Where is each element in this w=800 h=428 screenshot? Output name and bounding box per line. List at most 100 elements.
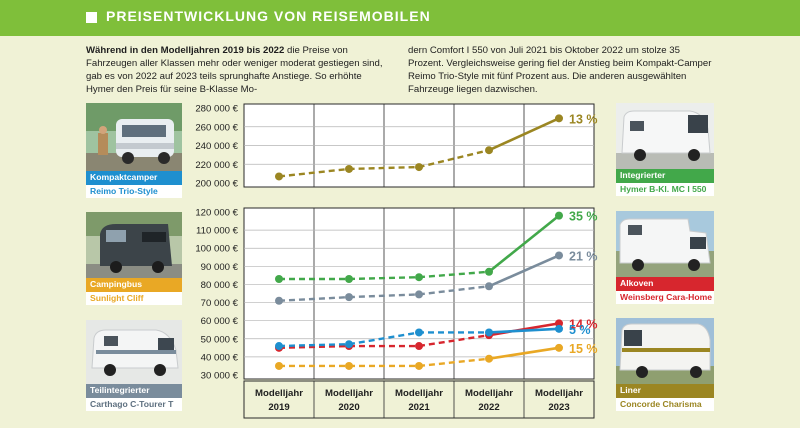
series-line-solid <box>488 346 560 360</box>
x-tick-year: 2022 <box>478 402 499 413</box>
x-tick-year: 2020 <box>338 402 359 413</box>
label-category: Alkoven <box>616 277 714 291</box>
data-point <box>345 275 353 284</box>
data-point <box>275 342 283 351</box>
data-point <box>275 172 283 181</box>
data-point <box>345 293 353 302</box>
series-line-solid <box>488 214 560 273</box>
data-point <box>275 275 283 284</box>
x-tick-label: Modelljahr <box>465 388 513 399</box>
photo-carthago-c-tourer <box>86 320 182 384</box>
y-tick-label: 240 000 € <box>195 141 238 152</box>
label-category: Teilintegrierter <box>86 384 182 398</box>
x-tick-year: 2023 <box>548 402 569 413</box>
photo-weinsberg-cara-home <box>616 211 714 277</box>
label-model: Carthago C-Tourer T <box>86 398 182 411</box>
y-tick-label: 120 000 € <box>195 208 238 219</box>
x-tick-label: Modelljahr <box>325 388 373 399</box>
data-point <box>415 273 423 282</box>
y-tick-label: 110 000 € <box>196 226 239 237</box>
label-category: Liner <box>616 384 714 398</box>
data-point <box>345 164 353 173</box>
data-point <box>555 211 563 220</box>
data-point <box>415 328 423 337</box>
series-line-solid <box>488 327 560 334</box>
photo-sunlight-cliff <box>86 212 182 278</box>
y-tick-label: 100 000 € <box>195 244 238 255</box>
chart-title: PREISENTWICKLUNG VON REISEMOBILEN <box>106 8 431 24</box>
data-point <box>485 146 493 155</box>
label-category: Kompaktcamper <box>86 171 182 185</box>
data-point <box>275 296 283 305</box>
data-point <box>415 361 423 370</box>
data-point <box>345 340 353 349</box>
x-axis-label-row <box>243 380 595 419</box>
label-model: Weinsberg Cara-Home <box>616 291 714 304</box>
label-carthago-c-tourer: Teilintegrierter Carthago C-Tourer T <box>86 384 182 412</box>
y-tick-label: 90 000 € <box>201 262 239 273</box>
photo-concorde-charisma <box>616 318 714 384</box>
y-tick-label: 260 000 € <box>195 122 238 133</box>
increase-label: 21 % <box>569 249 598 263</box>
label-category: Campingbus <box>86 278 182 292</box>
series-line-dashed <box>279 357 490 368</box>
data-point <box>345 361 353 370</box>
y-tick-label: 60 000 € <box>201 316 239 327</box>
increase-label: 15 % <box>569 342 598 356</box>
label-sunlight-cliff: Campingbus Sunlight Cliff <box>86 278 182 306</box>
label-concorde-charisma: Liner Concorde Charisma <box>616 384 714 412</box>
data-point <box>485 328 493 337</box>
series-line-dashed <box>278 149 490 178</box>
data-point <box>485 354 493 363</box>
label-category: Integrierter <box>616 169 714 183</box>
y-tick-label: 80 000 € <box>201 280 239 291</box>
photo-reimo-trio-style <box>86 103 182 171</box>
intro-text-right: dern Comfort I 550 von Juli 2021 bis Okt… <box>408 45 712 95</box>
label-model: Hymer B-Kl. MC I 550 <box>616 183 714 196</box>
data-point <box>415 163 423 172</box>
increase-label: 5 % <box>569 323 591 337</box>
data-point <box>485 267 493 276</box>
x-tick-label: Modelljahr <box>395 388 443 399</box>
y-tick-label: 280 000 € <box>195 104 238 115</box>
intro-left-body: die Preise von Fahrzeugen aller Klassen … <box>86 45 383 95</box>
header-bar: PREISENTWICKLUNG VON REISEMOBILEN <box>0 0 800 36</box>
y-tick-label: 50 000 € <box>201 334 239 345</box>
data-point <box>555 114 563 123</box>
x-tick-year: 2021 <box>408 402 430 413</box>
y-tick-label: 40 000 € <box>201 352 239 363</box>
series-line-solid <box>488 254 560 288</box>
intro-bold: Während in den Modelljahren 2019 bis 202… <box>86 45 285 56</box>
intro-text-left: Während in den Modelljahren 2019 bis 202… <box>86 44 392 96</box>
y-tick-label: 70 000 € <box>201 298 239 309</box>
series-line-dashed <box>278 331 489 348</box>
x-tick-label: Modelljahr <box>535 388 583 399</box>
label-reimo-trio-style: Kompaktcamper Reimo Trio-Style <box>86 171 182 199</box>
label-weinsberg-cara-home: Alkoven Weinsberg Cara-Home <box>616 277 714 305</box>
y-tick-label: 220 000 € <box>195 160 238 171</box>
label-model: Concorde Charisma <box>616 398 714 411</box>
series-line-solid <box>488 322 560 337</box>
increase-label: 14 % <box>569 317 598 331</box>
series-line-solid <box>488 117 560 152</box>
header-square-icon <box>86 12 97 23</box>
data-point <box>485 282 493 291</box>
x-tick-year: 2019 <box>268 402 289 413</box>
data-point <box>555 251 563 260</box>
series-line-dashed <box>278 285 490 302</box>
data-point <box>415 290 423 299</box>
data-point <box>555 324 563 333</box>
label-model: Reimo Trio-Style <box>86 185 182 198</box>
x-tick-label: Modelljahr <box>255 388 303 399</box>
data-point <box>555 343 563 352</box>
photo-hymer-b-klasse <box>616 103 714 169</box>
y-tick-label: 30 000 € <box>201 371 239 382</box>
data-point <box>275 361 283 370</box>
label-hymer-b-klasse: Integrierter Hymer B-Kl. MC I 550 <box>616 169 714 197</box>
y-tick-label: 200 000 € <box>195 179 238 190</box>
increase-label: 35 % <box>569 210 598 224</box>
data-point <box>415 342 423 351</box>
series-line-dashed <box>279 270 490 281</box>
increase-label: 13 % <box>569 112 598 126</box>
